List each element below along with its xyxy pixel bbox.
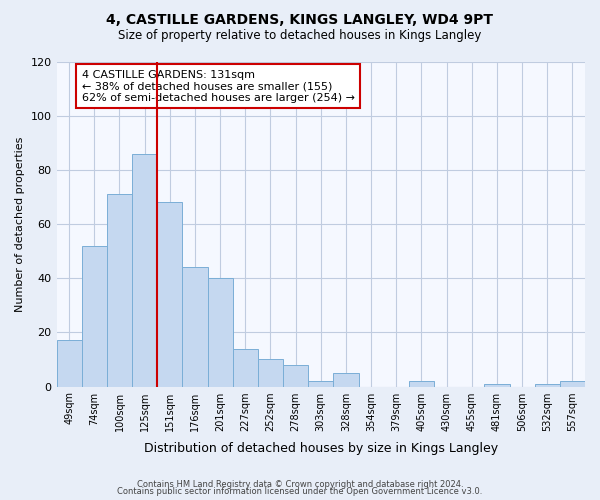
- Bar: [283, 365, 308, 386]
- Bar: [258, 360, 283, 386]
- Bar: [182, 268, 208, 386]
- Bar: [484, 384, 509, 386]
- Bar: [56, 340, 82, 386]
- Text: Contains public sector information licensed under the Open Government Licence v3: Contains public sector information licen…: [118, 487, 482, 496]
- Text: 4 CASTILLE GARDENS: 131sqm
← 38% of detached houses are smaller (155)
62% of sem: 4 CASTILLE GARDENS: 131sqm ← 38% of deta…: [82, 70, 355, 103]
- Bar: [132, 154, 157, 386]
- Text: Contains HM Land Registry data © Crown copyright and database right 2024.: Contains HM Land Registry data © Crown c…: [137, 480, 463, 489]
- Bar: [535, 384, 560, 386]
- Bar: [82, 246, 107, 386]
- Bar: [409, 381, 434, 386]
- Bar: [560, 381, 585, 386]
- Bar: [107, 194, 132, 386]
- Bar: [334, 373, 359, 386]
- Y-axis label: Number of detached properties: Number of detached properties: [15, 136, 25, 312]
- X-axis label: Distribution of detached houses by size in Kings Langley: Distribution of detached houses by size …: [144, 442, 498, 455]
- Bar: [308, 381, 334, 386]
- Text: 4, CASTILLE GARDENS, KINGS LANGLEY, WD4 9PT: 4, CASTILLE GARDENS, KINGS LANGLEY, WD4 …: [107, 12, 493, 26]
- Text: Size of property relative to detached houses in Kings Langley: Size of property relative to detached ho…: [118, 29, 482, 42]
- Bar: [157, 202, 182, 386]
- Bar: [208, 278, 233, 386]
- Bar: [233, 348, 258, 387]
